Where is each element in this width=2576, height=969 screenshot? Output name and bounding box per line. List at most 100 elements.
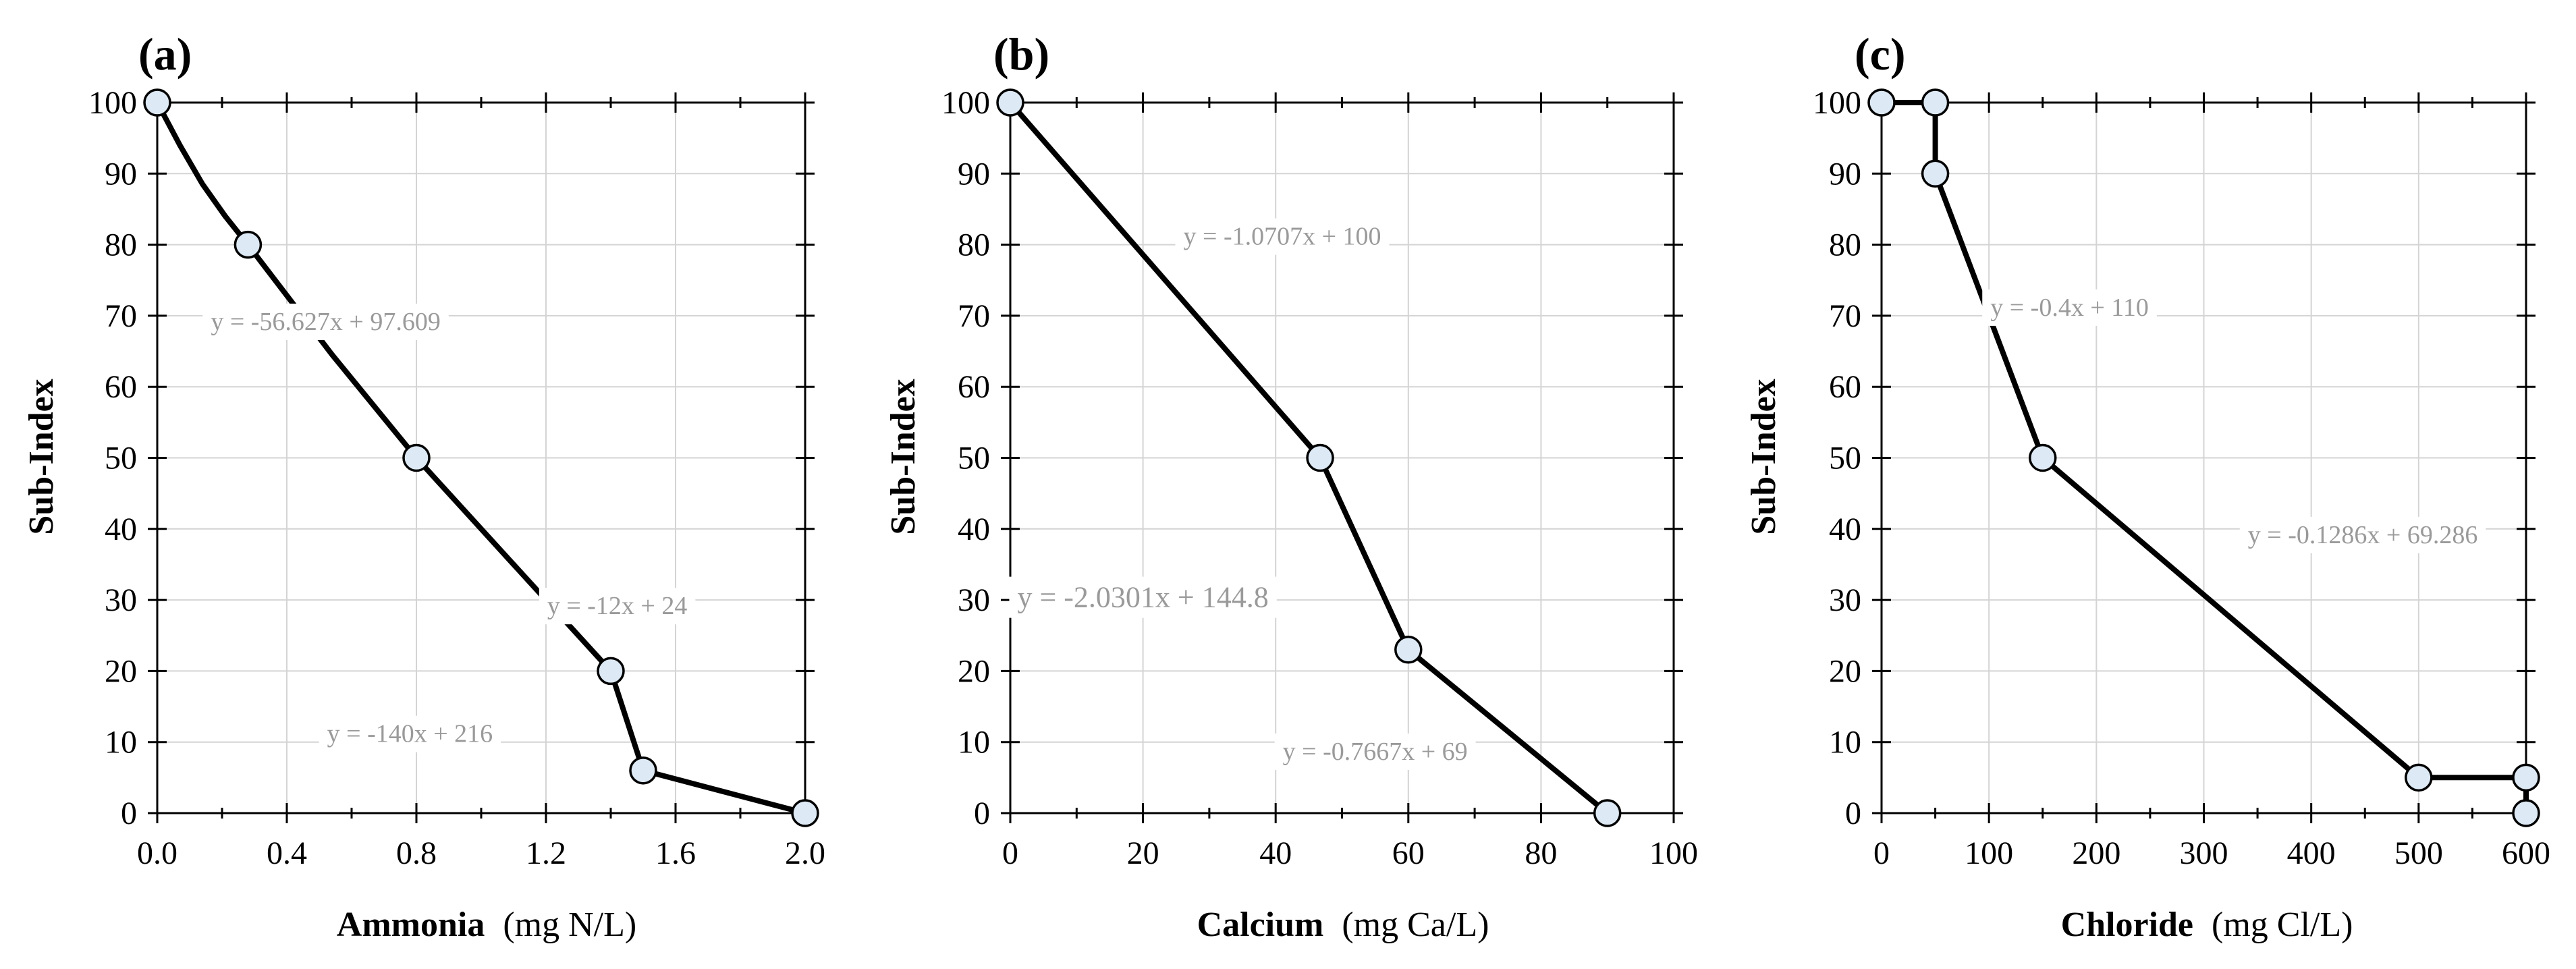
x-tick-label: 400: [2287, 835, 2336, 871]
y-tick-label: 100: [941, 85, 990, 121]
equation-label-bg: [319, 715, 501, 752]
equation-label: y = -1.0707x + 100: [1184, 223, 1381, 251]
data-point: [996, 88, 1024, 117]
tick-labels: 0.0 0.4 0.8 1.2 1.6 2.0 0 10 20 30 40 50 60 70 80 90 100: [88, 85, 825, 871]
y-tick-label: 50: [1829, 441, 1861, 476]
y-tick-label: 70: [105, 298, 137, 334]
y-tick-label: 40: [958, 511, 990, 547]
y-tick-label: 10: [1829, 725, 1861, 760]
equation-label: y = -0.4x + 110: [1990, 294, 2149, 322]
equation-label: y = -56.627x + 97.609: [211, 308, 441, 336]
x-tick-label: 1.2: [526, 835, 566, 871]
y-tick-label: 40: [105, 511, 137, 547]
data-point: [2512, 763, 2540, 792]
y-tick-label: 0: [974, 796, 990, 831]
y-axis-label: Sub-Index: [22, 379, 61, 534]
equation-label-bg: [1274, 733, 1476, 771]
series: [1008, 100, 1610, 816]
x-axis-label: Chloride (mg Cl/L): [2061, 906, 2353, 944]
equation-label: y = -140x + 216: [327, 720, 493, 748]
panel-ammonia: 0.0 0.4 0.8 1.2 1.6 2.0 0 10 20 30 40 50 60 70 80 90 100…: [22, 28, 825, 944]
x-tick-label: 1.6: [655, 835, 696, 871]
data-point: [402, 443, 431, 472]
y-tick-label: 20: [958, 653, 990, 689]
equation-annotations: y = -0.4x + 110 y = -0.1286x + 69.286: [1982, 289, 2486, 553]
x-tick-label: 0.0: [137, 835, 177, 871]
y-tick-label: 90: [105, 156, 137, 192]
data-point: [2405, 763, 2433, 792]
x-tick-label: 100: [1649, 835, 1698, 871]
data-points: [996, 88, 1622, 827]
equation-label-bg: [539, 588, 696, 625]
y-tick-label: 100: [88, 85, 137, 121]
data-point: [2029, 443, 2057, 472]
x-tick-label: 600: [2502, 835, 2550, 871]
tick-labels: 0 20 40 60 80 100 0 10 20 30 40 50 60 70 80 90 100: [941, 85, 1698, 871]
series-line: [1008, 100, 1610, 816]
y-tick-label: 40: [1829, 511, 1861, 547]
equation-label-bg: [1175, 218, 1390, 255]
x-tick-label: 60: [1392, 835, 1425, 871]
x-tick-label: 0: [1002, 835, 1018, 871]
y-tick-label: 80: [958, 227, 990, 263]
x-tick-label: 200: [2072, 835, 2120, 871]
data-point: [1306, 443, 1334, 472]
panel-label: (c): [1855, 28, 1905, 80]
equation-label: y = -2.0301x + 144.8: [1017, 581, 1268, 614]
grid: [1882, 103, 2526, 813]
data-point: [629, 756, 657, 785]
tick-labels: 0 100 200 300 400 500 600 0 10 20 30 40 50 60 70 80 90 10…: [1813, 85, 2550, 871]
x-tick-label: 2.0: [785, 835, 825, 871]
x-axis-label: Calcium (mg Ca/L): [1197, 906, 1489, 944]
x-tick-label: 0: [1873, 835, 1890, 871]
y-tick-label: 30: [105, 582, 137, 618]
y-tick-label: 80: [105, 227, 137, 263]
x-axis-label-name: Chloride: [2061, 906, 2193, 944]
data-point: [143, 88, 171, 117]
y-tick-label: 60: [105, 369, 137, 405]
equation-label-bg: [2239, 516, 2486, 553]
data-point: [234, 230, 263, 259]
x-tick-label: 0.8: [396, 835, 437, 871]
equation-label: y = -12x + 24: [547, 592, 688, 620]
equation-label-bg: [1982, 289, 2157, 326]
data-point: [791, 799, 819, 827]
y-tick-label: 30: [1829, 582, 1861, 618]
x-tick-label: 0.4: [267, 835, 307, 871]
y-tick-label: 90: [958, 156, 990, 192]
equation-annotations: y = -1.0707x + 100 y = -2.0301x + 144.8 y …: [1009, 218, 1476, 771]
panel-calcium: 0 20 40 60 80 100 0 10 20 30 40 50 60 70 80 90 100 y = -…: [884, 28, 1698, 944]
equation-label-bg: [202, 303, 449, 340]
x-axis-label-unit: (mg N/L): [503, 906, 636, 944]
data-points: [143, 88, 819, 827]
x-tick-label: 40: [1259, 835, 1292, 871]
y-tick-label: 30: [958, 582, 990, 618]
y-tick-label: 80: [1829, 227, 1861, 263]
y-tick-label: 50: [958, 441, 990, 476]
x-tick-label: 500: [2394, 835, 2443, 871]
data-points: [1867, 88, 2540, 827]
y-axis-label: Sub-Index: [884, 379, 923, 534]
data-point: [1867, 88, 1896, 117]
y-tick-label: 70: [958, 298, 990, 334]
equation-label-bg: [1009, 576, 1277, 618]
equation-annotations: y = -56.627x + 97.609 y = -12x + 24 y = -1…: [202, 303, 696, 752]
equation-label: y = -0.1286x + 69.286: [2248, 521, 2478, 549]
grid: [157, 103, 805, 813]
panel-label: (a): [138, 28, 192, 80]
y-tick-label: 10: [958, 725, 990, 760]
data-point: [1394, 636, 1423, 664]
x-axis-label: Ammonia (mg N/L): [337, 906, 636, 944]
x-tick-label: 20: [1127, 835, 1159, 871]
x-axis-label-name: Calcium: [1197, 906, 1324, 944]
data-point: [597, 657, 625, 686]
y-tick-label: 20: [1829, 653, 1861, 689]
x-axis-label-unit: (mg Ca/L): [1342, 906, 1489, 944]
grid: [1010, 103, 1674, 813]
y-tick-label: 0: [1845, 796, 1861, 831]
x-axis-label-unit: (mg Cl/L): [2212, 906, 2353, 944]
x-tick-label: 100: [1965, 835, 2013, 871]
x-tick-label: 80: [1525, 835, 1557, 871]
data-point: [1921, 88, 1950, 117]
